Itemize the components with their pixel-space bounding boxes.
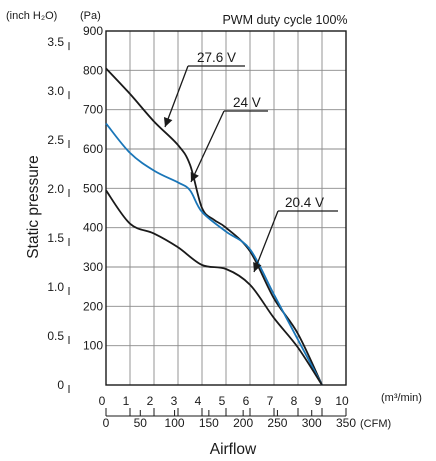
- y-unit-pa-label: (Pa): [80, 10, 101, 22]
- y-tick-inch-label: 0.5: [47, 329, 64, 343]
- y-ticks-inch: 3.5 3.0 2.5 2.0 1.5 1.0 0.5 0: [47, 35, 70, 393]
- x-tick-m3-label: 8: [291, 394, 298, 408]
- callouts: 27.6 V 24 V 20.4 V: [163, 50, 338, 273]
- x-tick-m3-label: 4: [195, 394, 202, 408]
- x-tick-cfm-label: 200: [233, 416, 253, 430]
- callout-leader: [164, 65, 189, 128]
- x-tick-m3-label: 1: [123, 394, 130, 408]
- callout-leader: [190, 110, 225, 183]
- y-ticks-pa: 900 800 700 600 500 400 300 200 100: [83, 24, 103, 353]
- y-tick-pa-label: 600: [83, 142, 103, 156]
- callout-arrowhead: [163, 116, 173, 127]
- y-tick-inch-label: 3.0: [47, 84, 64, 98]
- y-axis-title: Static pressure: [25, 155, 42, 258]
- chart-title: PWM duty cycle 100%: [222, 13, 347, 27]
- x-tick-cfm-label: 0: [103, 416, 110, 430]
- x-tick-m3-label: 6: [243, 394, 250, 408]
- series-line-24-v: [105, 122, 323, 386]
- x-tick-cfm-label: 250: [267, 416, 287, 430]
- x-tick-m3-label: 2: [147, 394, 154, 408]
- x-unit-m3-label: (m³/min): [381, 392, 422, 404]
- y-tick-pa-label: 800: [83, 63, 103, 77]
- series-line-20-4-v: [105, 189, 323, 386]
- x-tick-m3-label: 9: [315, 394, 322, 408]
- y-tick-inch-label: 1.5: [47, 231, 64, 245]
- y-tick-inch-label: 0: [57, 378, 64, 392]
- callout-leader: [253, 210, 279, 273]
- x-tick-m3-label: 3: [171, 394, 178, 408]
- plot-frame: [105, 30, 347, 386]
- series-lines: [105, 67, 323, 386]
- x-tick-m3-label: 10: [335, 394, 349, 408]
- callout-label-24-v: 24 V: [233, 95, 261, 110]
- x-axis-title: Airflow: [210, 441, 257, 458]
- y-tick-pa-label: 100: [83, 339, 103, 353]
- y-tick-pa-label: 900: [83, 24, 103, 38]
- series-line-27-6-v: [105, 67, 323, 386]
- x-tick-cfm-label: 350: [336, 416, 356, 430]
- y-tick-pa-label: 200: [83, 299, 103, 313]
- y-unit-inch-label: (inch H₂O): [6, 10, 57, 22]
- y-tick-pa-label: 300: [83, 260, 103, 274]
- callout-arrowhead: [253, 261, 262, 272]
- y-tick-inch-label: 1.0: [47, 280, 64, 294]
- y-tick-pa-label: 500: [83, 181, 103, 195]
- callout-label-20-4-v: 20.4 V: [285, 195, 324, 210]
- x-tick-cfm-label: 50: [134, 416, 148, 430]
- callout-arrowhead: [190, 171, 199, 182]
- x-tick-cfm-label: 150: [199, 416, 219, 430]
- y-tick-pa-label: 400: [83, 221, 103, 235]
- y-tick-pa-label: 700: [83, 103, 103, 117]
- y-tick-inch-label: 2.0: [47, 182, 64, 196]
- callout-label-27-6-v: 27.6 V: [197, 50, 236, 65]
- x-unit-cfm-label: (CFM): [360, 418, 391, 430]
- x-tick-cfm-label: 100: [165, 416, 185, 430]
- y-tick-inch-label: 2.5: [47, 133, 64, 147]
- x-tick-cfm-label: 300: [302, 416, 322, 430]
- x-tick-m3-label: 5: [219, 394, 226, 408]
- y-tick-inch-label: 3.5: [47, 35, 64, 49]
- x-ticks-cfm: 0 50 100 150 200 250 300 350: [103, 410, 356, 430]
- x-tick-m3-label: 0: [99, 394, 106, 408]
- x-tick-m3-label: 7: [267, 394, 274, 408]
